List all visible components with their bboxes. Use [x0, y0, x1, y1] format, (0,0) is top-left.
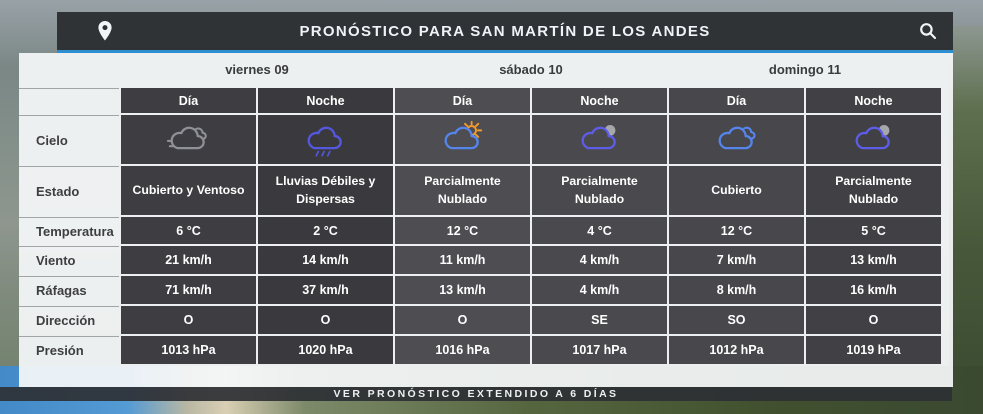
page-title: PRONÓSTICO PARA SAN MARTÍN DE LOS ANDES: [299, 22, 711, 40]
extended-forecast-link[interactable]: VER PRONÓSTICO EXTENDIDO A 6 DÍAS: [0, 387, 952, 401]
period-header: Noche: [532, 88, 667, 113]
estado-value: Cubierto y Ventoso: [121, 166, 256, 215]
viento-value: 4 km/h: [532, 246, 667, 274]
direccion-value: O: [395, 306, 530, 334]
presion-value: 1016 hPa: [395, 336, 530, 364]
row-label-temperatura: Temperatura: [19, 217, 119, 244]
map-pin-icon[interactable]: [97, 12, 113, 50]
direccion-value: SO: [669, 306, 804, 334]
direccion-value: O: [121, 306, 256, 334]
viento-value: 21 km/h: [121, 246, 256, 274]
rafagas-value: 4 km/h: [532, 276, 667, 304]
period-header: Día: [121, 88, 256, 113]
row-label-direccion: Dirección: [19, 306, 119, 334]
rafagas-value: 8 km/h: [669, 276, 804, 304]
presion-value: 1020 hPa: [258, 336, 393, 364]
background-photo-trees: [949, 26, 983, 414]
temperatura-value: 12 °C: [669, 217, 804, 244]
presion-value: 1017 hPa: [532, 336, 667, 364]
row-label-cielo: Cielo: [19, 115, 119, 164]
period-header: Noche: [258, 88, 393, 113]
moon-cloud-icon: [532, 115, 667, 164]
temperatura-value: 12 °C: [395, 217, 530, 244]
row-label-estado: Estado: [19, 166, 119, 215]
row-label-rafagas: Ráfagas: [19, 276, 119, 304]
presion-value: 1013 hPa: [121, 336, 256, 364]
direccion-value: O: [258, 306, 393, 334]
corner-spacer: [19, 53, 119, 86]
rain-cloud-icon: [258, 115, 393, 164]
row-label-viento: Viento: [19, 246, 119, 274]
row-label-presion: Presión: [19, 336, 119, 364]
sun-cloud-icon: [395, 115, 530, 164]
search-icon[interactable]: [919, 12, 937, 50]
forecast-table: viernes 09 sábado 10 domingo 11 Día Noch…: [19, 53, 953, 364]
temperatura-value: 6 °C: [121, 217, 256, 244]
forecast-panel: viernes 09 sábado 10 domingo 11 Día Noch…: [19, 53, 953, 387]
rafagas-value: 13 km/h: [395, 276, 530, 304]
viento-value: 7 km/h: [669, 246, 804, 274]
day-header-domingo: domingo 11: [768, 62, 842, 77]
presion-value: 1019 hPa: [806, 336, 941, 364]
clouds-icon: [669, 115, 804, 164]
day-header-sabado: sábado 10: [499, 62, 563, 77]
estado-value: Parcialmente Nublado: [532, 166, 667, 215]
temperatura-value: 5 °C: [806, 217, 941, 244]
period-header: Día: [395, 88, 530, 113]
viento-value: 11 km/h: [395, 246, 530, 274]
period-header-spacer: [19, 88, 119, 113]
rafagas-value: 37 km/h: [258, 276, 393, 304]
day-header-viernes: viernes 09: [225, 62, 289, 77]
estado-value: Cubierto: [669, 166, 804, 215]
temperatura-value: 4 °C: [532, 217, 667, 244]
wind-cloud-icon: [121, 115, 256, 164]
rafagas-value: 71 km/h: [121, 276, 256, 304]
viento-value: 14 km/h: [258, 246, 393, 274]
estado-value: Parcialmente Nublado: [395, 166, 530, 215]
estado-value: Lluvias Débiles y Dispersas: [258, 166, 393, 215]
temperatura-value: 2 °C: [258, 217, 393, 244]
period-header: Día: [669, 88, 804, 113]
rafagas-value: 16 km/h: [806, 276, 941, 304]
moon-cloud-icon: [806, 115, 941, 164]
direccion-value: O: [806, 306, 941, 334]
direccion-value: SE: [532, 306, 667, 334]
period-header: Noche: [806, 88, 941, 113]
viento-value: 13 km/h: [806, 246, 941, 274]
widget-header: PRONÓSTICO PARA SAN MARTÍN DE LOS ANDES: [57, 12, 953, 53]
estado-value: Parcialmente Nublado: [806, 166, 941, 215]
presion-value: 1012 hPa: [669, 336, 804, 364]
